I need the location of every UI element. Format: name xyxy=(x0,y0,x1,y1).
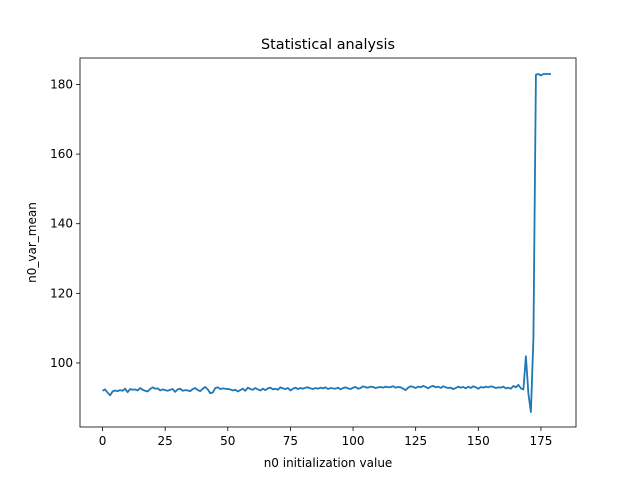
x-tick-label: 50 xyxy=(220,434,235,448)
series-line-0 xyxy=(102,73,551,413)
y-tick-label: 100 xyxy=(50,356,73,370)
x-tick-label: 0 xyxy=(99,434,107,448)
series-layer xyxy=(102,73,551,413)
plot-frame xyxy=(79,57,577,428)
y-tick-label: 140 xyxy=(50,217,73,231)
y-axis-label: n0_var_mean xyxy=(25,202,39,283)
x-axis: 0 25 50 75 100 125 150 175 xyxy=(99,427,552,448)
y-tick-label: 180 xyxy=(50,77,73,91)
y-tick-label: 120 xyxy=(50,286,73,300)
x-tick-label: 25 xyxy=(158,434,173,448)
x-tick-label: 150 xyxy=(467,434,490,448)
x-tick-label: 125 xyxy=(404,434,427,448)
x-tick-label: 175 xyxy=(529,434,552,448)
y-axis: 100 120 140 160 180 xyxy=(50,77,80,370)
plot-area xyxy=(80,58,576,427)
y-tick-label: 160 xyxy=(50,147,73,161)
x-tick-label: 75 xyxy=(283,434,298,448)
x-axis-label: n0 initialization value xyxy=(264,456,393,470)
chart-title: Statistical analysis xyxy=(261,37,395,53)
x-tick-label: 100 xyxy=(342,434,365,448)
